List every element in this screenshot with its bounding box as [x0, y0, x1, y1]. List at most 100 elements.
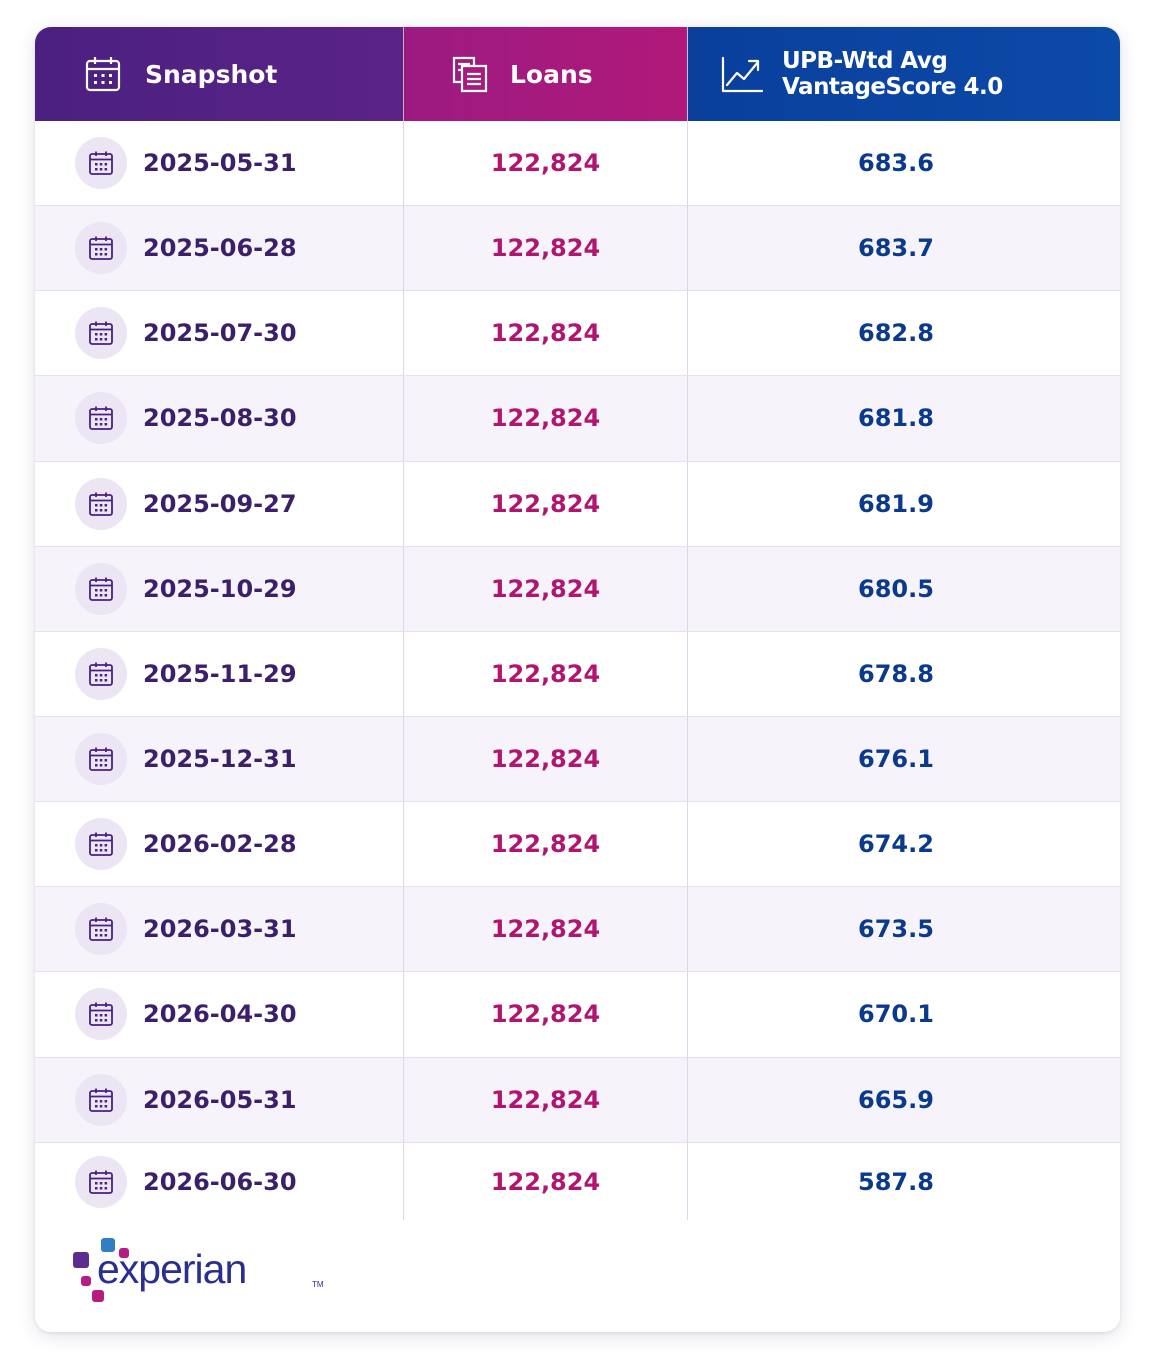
loans-cell: 122,824: [403, 972, 687, 1057]
table-row[interactable]: 2025-12-31 122,824 676.1: [35, 716, 1120, 803]
table-header: Snapshot Loans: [35, 27, 1120, 121]
snapshot-cell: 2025-07-30: [35, 291, 403, 375]
loans-value: 122,824: [490, 149, 601, 178]
loans-cell: 122,824: [403, 631, 687, 716]
table-row[interactable]: 2026-02-28 122,824 674.2: [35, 802, 1120, 888]
loans-cell: 122,824: [403, 461, 687, 546]
calendar-icon: [75, 988, 127, 1041]
loans-cell: 122,824: [403, 376, 687, 461]
score-value: 683.7: [858, 234, 934, 263]
snapshot-cell: 2026-03-31: [35, 887, 403, 971]
table-row[interactable]: 2025-11-29 122,824 678.8: [35, 631, 1120, 717]
calendar-icon: [75, 1155, 127, 1208]
score-cell: 665.9: [687, 1057, 1120, 1142]
experian-logo: experian TM: [73, 1238, 324, 1310]
calendar-icon: [75, 307, 127, 360]
table-row[interactable]: 2026-04-30 122,824 670.1: [35, 972, 1120, 1058]
column-header-score[interactable]: UPB-Wtd Avg VantageScore 4.0: [687, 27, 1120, 121]
table-row[interactable]: 2025-05-31 122,824 683.6: [35, 121, 1120, 207]
table-row[interactable]: 2026-05-31 122,824 665.9: [35, 1057, 1120, 1143]
loans-value: 122,824: [490, 574, 601, 603]
snapshot-cell: 2025-10-29: [35, 547, 403, 631]
table-body: 2025-05-31 122,824 683.6 2025-06-28 122,824 6…: [35, 121, 1120, 1222]
loans-cell: 122,824: [403, 716, 687, 802]
score-value: 678.8: [858, 659, 934, 688]
snapshot-date: 2025-06-28: [143, 234, 297, 263]
calendar-icon: [75, 137, 127, 190]
score-value: 681.9: [858, 489, 934, 518]
snapshot-date: 2026-04-30: [143, 1000, 297, 1029]
loans-value: 122,824: [490, 234, 601, 263]
snapshot-date: 2025-05-31: [143, 149, 297, 178]
loans-value: 122,824: [490, 319, 601, 348]
snapshot-cell: 2026-05-31: [35, 1058, 403, 1142]
loans-cell: 122,824: [403, 802, 687, 887]
score-value: 682.8: [858, 319, 934, 348]
score-cell: 681.8: [687, 376, 1120, 461]
score-value: 673.5: [858, 915, 934, 944]
table-row[interactable]: 2026-06-30 122,824 587.8: [35, 1142, 1120, 1222]
score-value: 670.1: [858, 1000, 934, 1029]
table-row[interactable]: 2025-10-29 122,824 680.5: [35, 546, 1120, 632]
documents-icon: [450, 54, 490, 94]
snapshot-date: 2026-03-31: [143, 915, 297, 944]
score-cell: 674.2: [687, 802, 1120, 887]
calendar-icon: [75, 562, 127, 615]
score-value: 665.9: [858, 1085, 934, 1114]
snapshot-date: 2025-10-29: [143, 574, 297, 603]
score-value: 681.8: [858, 404, 934, 433]
loans-value: 122,824: [490, 830, 601, 859]
score-cell: 680.5: [687, 546, 1120, 631]
snapshot-cell: 2025-05-31: [35, 121, 403, 205]
snapshot-date: 2025-12-31: [143, 745, 297, 774]
loans-cell: 122,824: [403, 1142, 687, 1221]
column-header-loans[interactable]: Loans: [403, 27, 687, 121]
loans-cell: 122,824: [403, 887, 687, 972]
loans-cell: 122,824: [403, 121, 687, 206]
table-row[interactable]: 2025-07-30 122,824 682.8: [35, 291, 1120, 377]
data-table-card: Snapshot Loans: [35, 27, 1120, 1332]
column-header-snapshot[interactable]: Snapshot: [35, 27, 403, 121]
snapshot-cell: 2026-04-30: [35, 972, 403, 1056]
table-row[interactable]: 2025-08-30 122,824 681.8: [35, 376, 1120, 462]
calendar-icon: [75, 1073, 127, 1126]
score-cell: 673.5: [687, 887, 1120, 972]
score-cell: 587.8: [687, 1142, 1120, 1221]
score-cell: 683.6: [687, 121, 1120, 206]
snapshot-date: 2025-09-27: [143, 489, 297, 518]
snapshot-date: 2025-07-30: [143, 319, 297, 348]
table-row[interactable]: 2026-03-31 122,824 673.5: [35, 887, 1120, 973]
snapshot-date: 2025-11-29: [143, 659, 297, 688]
score-value: 680.5: [858, 574, 934, 603]
calendar-icon: [75, 392, 127, 445]
loans-cell: 122,824: [403, 546, 687, 631]
snapshot-cell: 2025-11-29: [35, 632, 403, 716]
calendar-icon: [75, 477, 127, 530]
score-cell: 683.7: [687, 206, 1120, 291]
loans-value: 122,824: [490, 659, 601, 688]
calendar-icon: [75, 647, 127, 700]
score-value: 674.2: [858, 830, 934, 859]
table-row[interactable]: 2025-09-27 122,824 681.9: [35, 461, 1120, 547]
calendar-icon: [75, 818, 127, 871]
loans-cell: 122,824: [403, 1057, 687, 1142]
snapshot-cell: 2025-12-31: [35, 717, 403, 801]
snapshot-cell: 2025-09-27: [35, 462, 403, 546]
calendar-icon: [75, 733, 127, 786]
loans-value: 122,824: [490, 745, 601, 774]
logo-wordmark: experian: [97, 1246, 247, 1292]
score-cell: 676.1: [687, 716, 1120, 802]
column-header-score-label: UPB-Wtd Avg VantageScore 4.0: [782, 48, 1003, 100]
column-header-loans-label: Loans: [510, 59, 593, 89]
snapshot-date: 2026-06-30: [143, 1167, 297, 1196]
snapshot-cell: 2025-08-30: [35, 376, 403, 460]
calendar-icon: [83, 54, 123, 94]
score-value: 587.8: [858, 1167, 934, 1196]
snapshot-cell: 2025-06-28: [35, 206, 403, 290]
table-row[interactable]: 2025-06-28 122,824 683.7: [35, 206, 1120, 292]
footer: experian TM: [35, 1220, 1120, 1332]
loans-value: 122,824: [490, 915, 601, 944]
loans-cell: 122,824: [403, 206, 687, 291]
loans-cell: 122,824: [403, 291, 687, 376]
loans-value: 122,824: [490, 404, 601, 433]
